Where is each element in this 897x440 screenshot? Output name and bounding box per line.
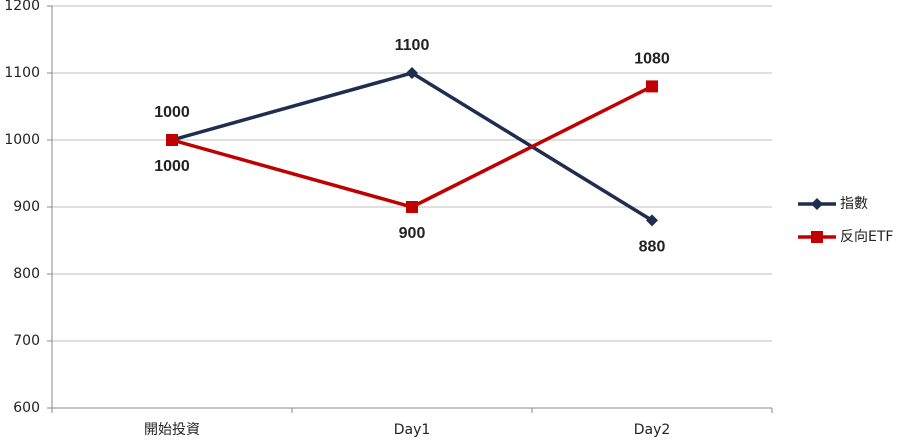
legend-label: 指數 <box>840 196 868 212</box>
data-point <box>166 134 178 146</box>
data-label: 1080 <box>634 51 670 68</box>
y-tick-label: 700 <box>13 333 40 349</box>
data-point <box>406 67 418 79</box>
data-point <box>646 80 658 93</box>
x-tick-label: Day1 <box>394 422 431 438</box>
data-label: 1100 <box>395 37 430 54</box>
y-tick-label: 1000 <box>4 132 40 148</box>
legend-marker <box>811 198 823 210</box>
x-tick-label: Day2 <box>634 422 671 438</box>
data-label: 1000 <box>154 158 190 175</box>
y-tick-label: 600 <box>13 400 40 416</box>
legend-marker <box>811 231 823 243</box>
data-label: 1000 <box>154 104 190 121</box>
y-tick-label: 900 <box>13 199 40 215</box>
series-line <box>171 71 653 222</box>
x-tick-label: 開始投資 <box>144 422 200 438</box>
data-point <box>646 214 658 227</box>
y-tick-label: 800 <box>13 266 40 282</box>
data-label: 880 <box>639 239 666 256</box>
data-point <box>406 201 418 213</box>
y-tick-label: 1200 <box>4 0 40 14</box>
series-line <box>171 84 653 209</box>
legend-label: 反向ETF <box>840 229 893 245</box>
y-tick-label: 1100 <box>4 65 40 81</box>
data-label: 900 <box>399 225 426 242</box>
